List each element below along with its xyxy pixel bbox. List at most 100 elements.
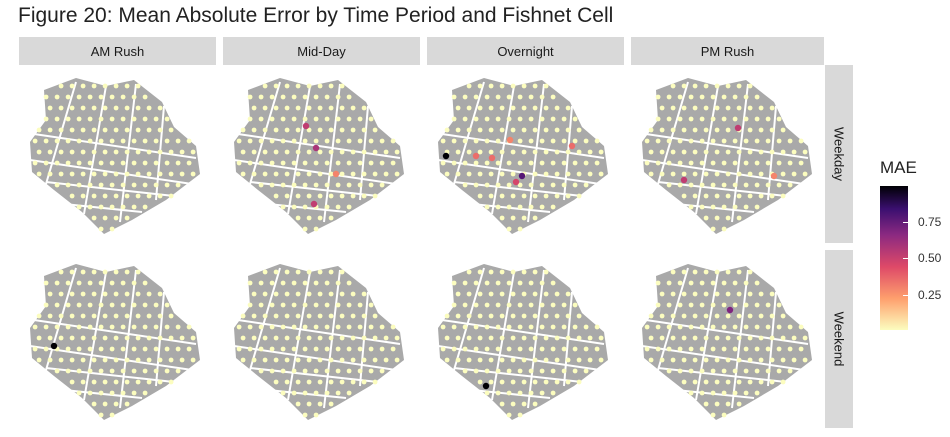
fishnet-cell-point xyxy=(521,379,527,385)
fishnet-cell-point xyxy=(703,269,709,275)
facet-panel xyxy=(437,264,608,420)
fishnet-cell-point xyxy=(572,324,578,330)
fishnet-cell-point xyxy=(754,390,760,396)
fishnet-cell-point xyxy=(714,357,720,363)
fishnet-cell-point xyxy=(736,313,742,319)
fishnet-cell-point xyxy=(721,280,727,286)
fishnet-cell-point xyxy=(703,291,709,297)
fishnet-cell-point xyxy=(688,346,694,352)
fishnet-cell-point xyxy=(65,182,71,188)
fishnet-cell-point xyxy=(91,401,97,407)
fishnet-cell-point xyxy=(87,324,93,330)
fishnet-cell-point xyxy=(499,83,505,89)
fishnet-cell-point xyxy=(361,105,367,111)
fishnet-cell-point xyxy=(295,193,301,199)
fishnet-cell-point xyxy=(302,368,308,374)
fishnet-cell-point xyxy=(791,171,797,177)
legend-tick-label: 0.75 xyxy=(918,215,942,229)
fishnet-cell-point xyxy=(109,412,115,418)
fishnet-cell-point xyxy=(736,149,742,155)
fishnet-cell-point xyxy=(113,171,119,177)
fishnet-cell-point xyxy=(787,138,793,144)
fishnet-cell-point xyxy=(732,368,738,374)
fishnet-cell-point xyxy=(247,346,253,352)
fishnet-cell-point xyxy=(394,335,400,341)
fishnet-cell-point xyxy=(135,291,141,297)
fishnet-cell-point xyxy=(328,335,334,341)
fishnet-cell-point xyxy=(692,269,698,275)
fishnet-cell-point xyxy=(743,280,749,286)
fishnet-cell-point xyxy=(725,357,731,363)
fishnet-cell-point xyxy=(47,335,53,341)
fishnet-cell-point xyxy=(758,357,764,363)
fishnet-cell-point xyxy=(273,171,279,177)
fishnet-cell-point xyxy=(313,346,319,352)
fishnet-cell-point xyxy=(440,160,446,166)
fishnet-cell-point xyxy=(273,127,279,133)
fishnet-cell-point xyxy=(372,193,378,199)
fishnet-cell-point xyxy=(269,324,275,330)
fishnet-cell-point xyxy=(703,171,709,177)
fishnet-cell-point xyxy=(677,116,683,122)
map-outline xyxy=(30,78,200,234)
fishnet-cell-point xyxy=(153,116,159,122)
fishnet-cell-point xyxy=(703,149,709,155)
fishnet-cell-point xyxy=(703,83,709,89)
fishnet-cell-point xyxy=(576,149,582,155)
fishnet-cell-point xyxy=(36,335,42,341)
fishnet-cell-point xyxy=(306,313,312,319)
fishnet-cell-point xyxy=(655,280,661,286)
fishnet-cell-point xyxy=(109,94,115,100)
fishnet-cell-point xyxy=(346,182,352,188)
fishnet-cell-point xyxy=(98,346,104,352)
fishnet-cell-point xyxy=(444,171,450,177)
fishnet-cell-point xyxy=(258,138,264,144)
fishnet-cell-point xyxy=(157,193,163,199)
fishnet-cell-point xyxy=(109,368,115,374)
fishnet-cell-point xyxy=(703,357,709,363)
fishnet-cell-point xyxy=(91,127,97,133)
fishnet-cell-point xyxy=(495,324,501,330)
fishnet-cell-point xyxy=(80,193,86,199)
fishnet-cell-point xyxy=(269,138,275,144)
fishnet-cell-point xyxy=(703,193,709,199)
fishnet-cell-point xyxy=(517,94,523,100)
fishnet-cell-point xyxy=(466,149,472,155)
fishnet-cell-point xyxy=(732,280,738,286)
fishnet-cell-point xyxy=(550,324,556,330)
fishnet-cell-point xyxy=(295,105,301,111)
fishnet-cell-point xyxy=(758,127,764,133)
fishnet-cell-point xyxy=(113,357,119,363)
fishnet-cell-point xyxy=(236,160,242,166)
fishnet-cell-point xyxy=(36,171,42,177)
fishnet-cell-point xyxy=(765,182,771,188)
fishnet-cell-point xyxy=(462,346,468,352)
fishnet-cell-point xyxy=(451,324,457,330)
fishnet-cell-point xyxy=(583,368,589,374)
fishnet-cell-point xyxy=(91,335,97,341)
fishnet-cell-point xyxy=(379,346,385,352)
fishnet-cell-point xyxy=(510,357,516,363)
fishnet-cell-point xyxy=(703,401,709,407)
fishnet-cell-point xyxy=(394,171,400,177)
fishnet-cell-point xyxy=(725,335,731,341)
fishnet-cell-point xyxy=(521,401,527,407)
fishnet-cell-point xyxy=(339,83,345,89)
fishnet-cell-point xyxy=(572,160,578,166)
fishnet-cell-point xyxy=(681,83,687,89)
high-error-cell-point xyxy=(310,200,318,208)
fishnet-cell-point xyxy=(648,127,654,133)
fishnet-cell-point xyxy=(681,193,687,199)
fishnet-cell-point xyxy=(798,324,804,330)
fishnet-cell-point xyxy=(725,313,731,319)
fishnet-cell-point xyxy=(58,149,64,155)
fishnet-cell-point xyxy=(532,127,538,133)
fishnet-cell-point xyxy=(346,302,352,308)
fishnet-cell-point xyxy=(714,105,720,111)
fishnet-cell-point xyxy=(517,138,523,144)
fishnet-cell-point xyxy=(499,313,505,319)
fishnet-cell-point xyxy=(462,368,468,374)
fishnet-cell-point xyxy=(721,94,727,100)
fishnet-cell-point xyxy=(58,357,64,363)
